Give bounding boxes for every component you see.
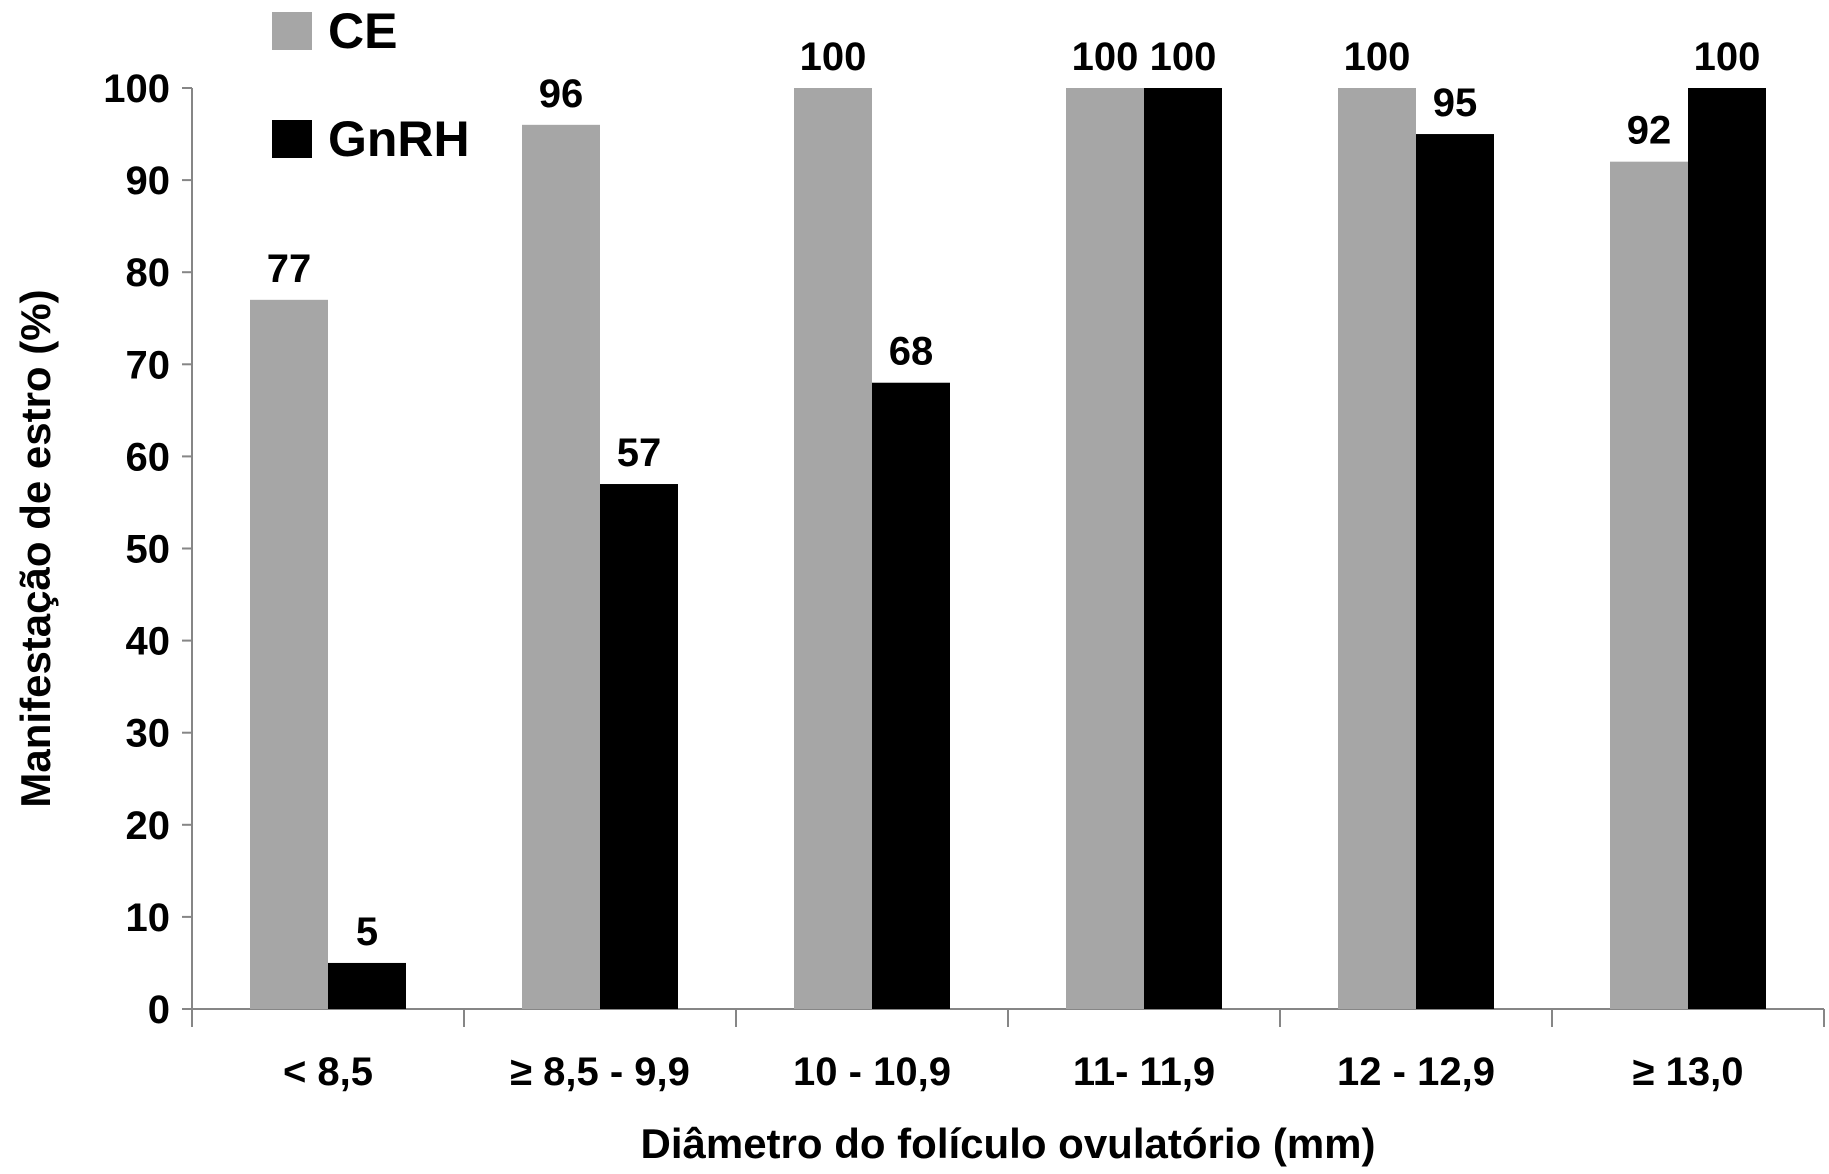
x-tick-label: ≥ 8,5 - 9,9 [510, 1050, 690, 1094]
bar-gnrh [1144, 88, 1222, 1009]
bar-gnrh [872, 382, 950, 1010]
data-label: 100 [1072, 35, 1139, 79]
data-label: 92 [1627, 109, 1672, 153]
bar-gnrh [328, 962, 406, 1009]
legend-label-gnrh: GnRH [328, 111, 470, 167]
data-label: 96 [539, 72, 584, 116]
x-tick-label: < 8,5 [283, 1050, 373, 1094]
x-tick-label: 12 - 12,9 [1337, 1050, 1495, 1094]
data-label: 100 [1694, 35, 1761, 79]
bar-ce [1610, 161, 1688, 1009]
y-tick-label: 20 [126, 804, 171, 848]
bar-ce [794, 88, 872, 1009]
legend-label-ce: CE [328, 3, 397, 59]
data-label: 100 [1344, 35, 1411, 79]
data-label: 5 [356, 910, 378, 954]
legend-swatch-gnrh [272, 120, 312, 158]
y-tick-label: 70 [126, 343, 171, 387]
bar-ce [1338, 88, 1416, 1009]
y-tick-label: 50 [126, 528, 171, 572]
y-tick-label: 80 [126, 251, 171, 295]
bar-ce [1066, 88, 1144, 1009]
y-tick-label: 100 [103, 67, 170, 111]
legend: CE GnRH [272, 3, 470, 167]
x-tick-label: ≥ 13,0 [1633, 1050, 1744, 1094]
bar-ce [522, 124, 600, 1010]
axes: 0 10 20 30 40 50 60 70 80 90 100 < 8,5 ≥ 8,5 - 9,9 10… [103, 67, 1825, 1094]
y-tick-label: 60 [126, 435, 171, 479]
x-tick-label: 10 - 10,9 [793, 1050, 951, 1094]
bars [250, 88, 1766, 1010]
y-tick-label: 30 [126, 712, 171, 756]
y-tick-label: 10 [126, 896, 171, 940]
data-label: 68 [889, 330, 934, 374]
data-label: 100 [1150, 35, 1217, 79]
data-label: 77 [267, 247, 312, 291]
x-tick-label: 11- 11,9 [1073, 1050, 1215, 1094]
legend-swatch-ce [272, 12, 312, 50]
y-axis-title: Manifestação de estro (%) [12, 289, 59, 807]
data-label: 57 [617, 431, 662, 475]
y-tick-label: 0 [148, 988, 170, 1032]
y-tick-label: 40 [126, 620, 171, 664]
bar-gnrh [1416, 134, 1494, 1010]
x-axis-title: Diâmetro do folículo ovulatório (mm) [640, 1120, 1375, 1167]
bar-gnrh [600, 484, 678, 1009]
data-label: 100 [800, 35, 867, 79]
bar-ce [250, 299, 328, 1010]
y-tick-label: 90 [126, 159, 171, 203]
data-label: 95 [1433, 81, 1478, 125]
bar-gnrh [1688, 88, 1766, 1009]
